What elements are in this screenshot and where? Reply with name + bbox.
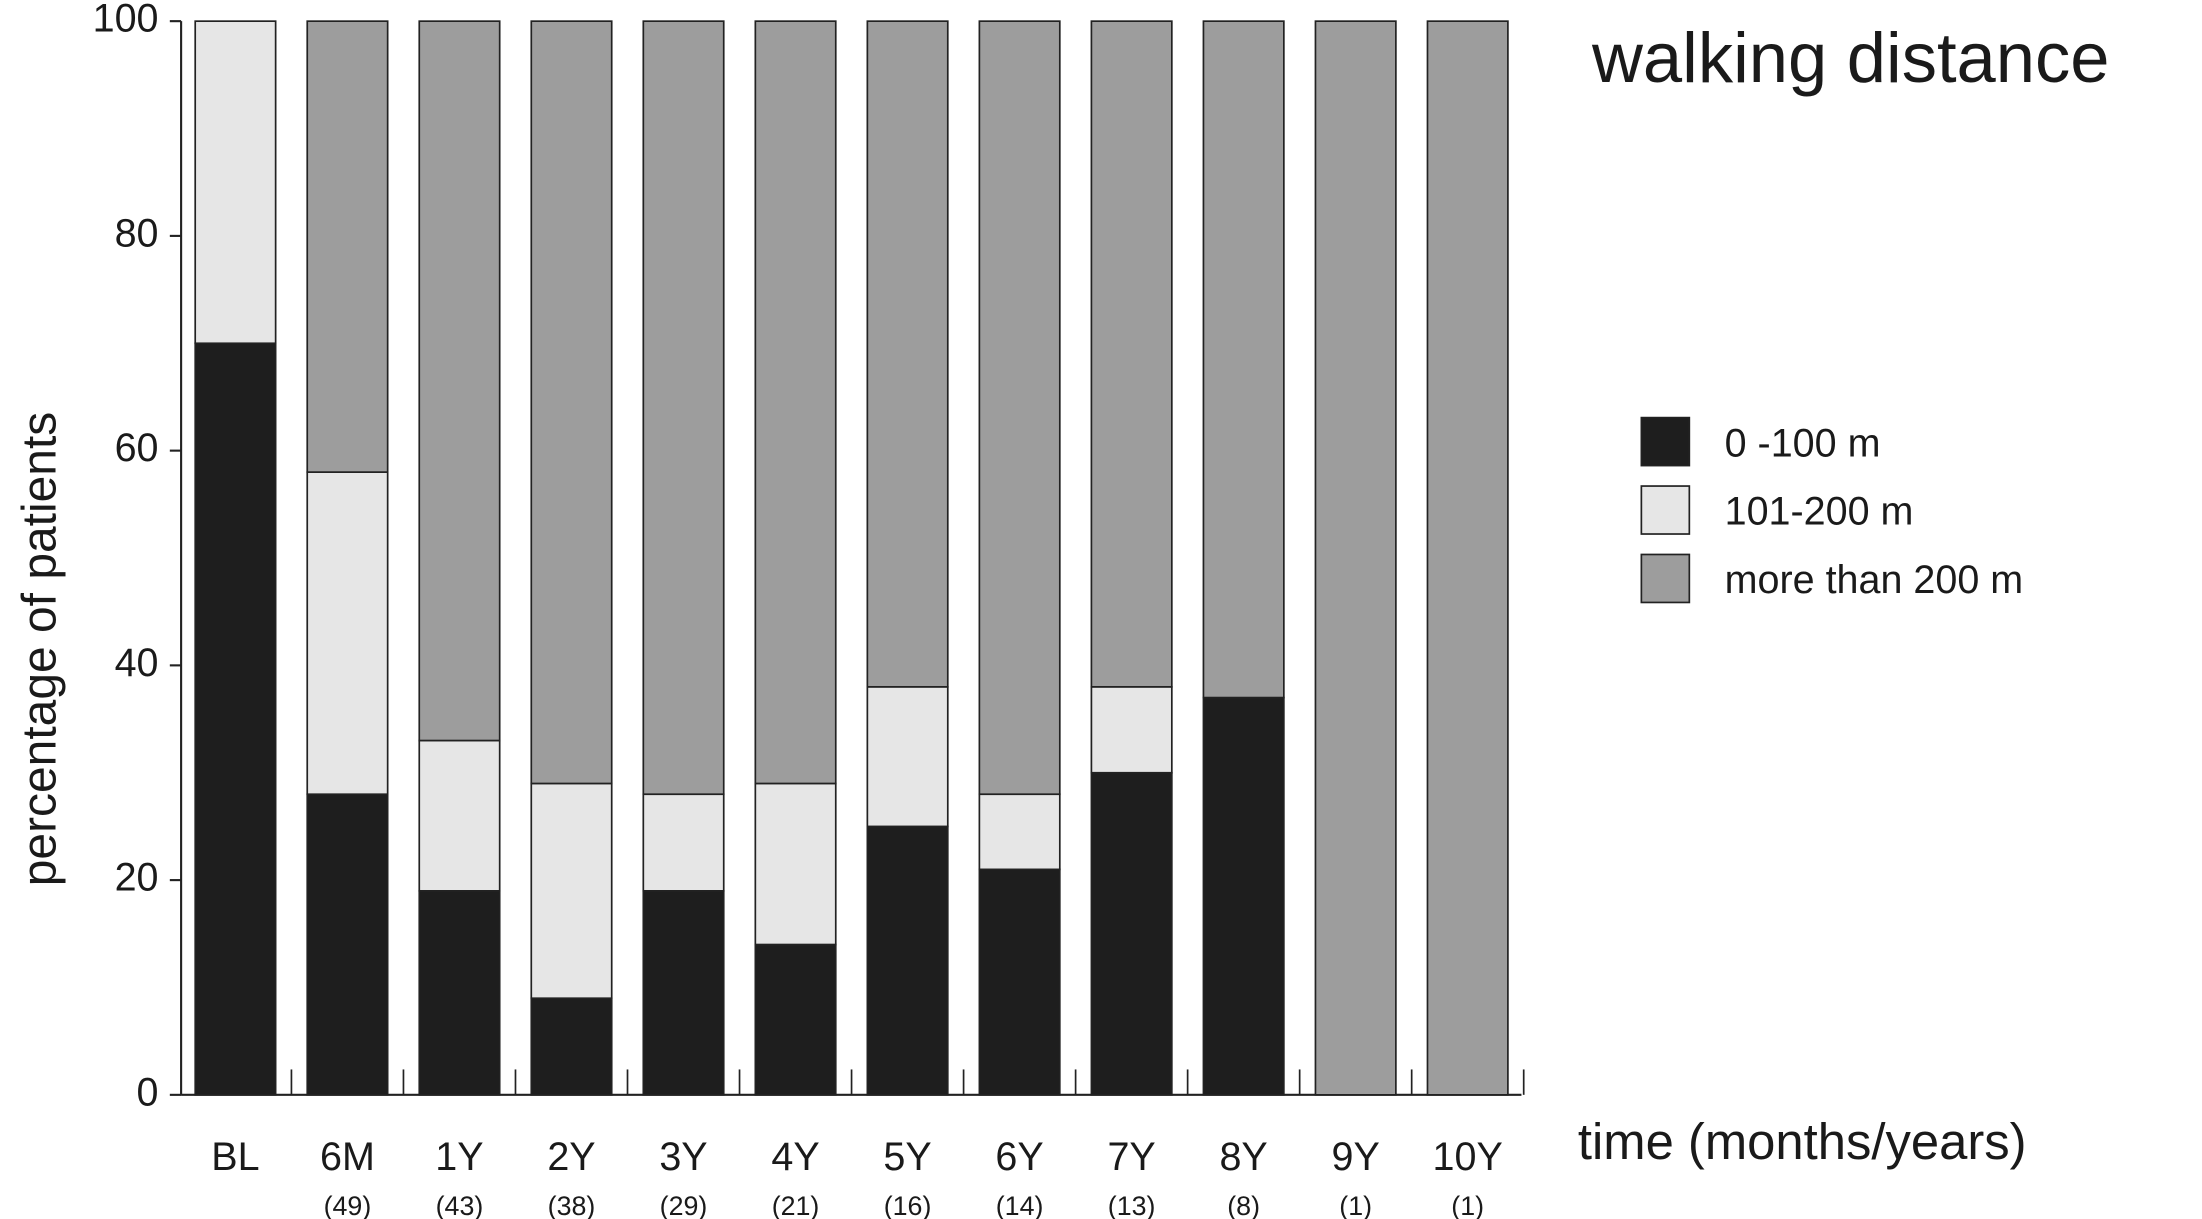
bar-segment bbox=[418, 739, 501, 892]
bar-segment bbox=[642, 793, 725, 892]
bar-segment bbox=[1314, 20, 1397, 1096]
sample-size-label: (49) bbox=[324, 1191, 372, 1219]
legend-label: 101-200 m bbox=[1725, 490, 1914, 534]
bar-segment bbox=[1090, 771, 1173, 1096]
y-tick-label: 20 bbox=[115, 856, 159, 900]
bar-segment bbox=[978, 20, 1061, 796]
x-tick-label: 6Y bbox=[995, 1135, 1043, 1179]
bar-segment bbox=[642, 20, 725, 796]
legend-swatch bbox=[1640, 485, 1691, 535]
sample-size-label: (29) bbox=[660, 1191, 708, 1219]
bar-segment bbox=[530, 997, 613, 1096]
sample-size-label: (1) bbox=[1451, 1191, 1484, 1219]
bar-segment bbox=[194, 342, 277, 1096]
x-tick-label: 5Y bbox=[883, 1135, 931, 1179]
x-tick-label: 3Y bbox=[659, 1135, 707, 1179]
sample-size-label: (13) bbox=[1108, 1191, 1156, 1219]
sample-size-label: (43) bbox=[436, 1191, 484, 1219]
y-tick-label: 40 bbox=[115, 641, 159, 685]
bar-segment bbox=[978, 793, 1061, 871]
bar-segment bbox=[530, 782, 613, 1000]
bar-segment bbox=[866, 20, 949, 688]
bar-segment bbox=[194, 20, 277, 345]
legend-label: more than 200 m bbox=[1725, 558, 2024, 602]
bar-segment bbox=[1090, 20, 1173, 688]
sample-size-label: (8) bbox=[1227, 1191, 1260, 1219]
x-tick-label: 2Y bbox=[547, 1135, 595, 1179]
sample-size-label: (14) bbox=[996, 1191, 1044, 1219]
bar-segment bbox=[1090, 685, 1173, 774]
bar-segment bbox=[1202, 20, 1285, 699]
legend-swatch bbox=[1640, 416, 1691, 467]
bar-segment bbox=[306, 471, 389, 796]
x-tick-label: 8Y bbox=[1219, 1135, 1267, 1179]
bar-segment bbox=[1202, 696, 1285, 1096]
x-tick-label: BL bbox=[211, 1135, 259, 1179]
sample-size-label: (16) bbox=[884, 1191, 932, 1219]
bar-segment bbox=[866, 825, 949, 1096]
y-tick-label: 80 bbox=[115, 211, 159, 255]
bar-segment bbox=[306, 793, 389, 1096]
chart-title: walking distance bbox=[1591, 18, 2110, 97]
bar-segment bbox=[306, 20, 389, 473]
y-axis-label: percentage of patients bbox=[14, 412, 67, 887]
x-tick-label: 7Y bbox=[1107, 1135, 1155, 1179]
bar-segment bbox=[754, 943, 837, 1096]
sample-size-label: (38) bbox=[548, 1191, 596, 1219]
bar-segment bbox=[418, 889, 501, 1096]
x-tick-label: 1Y bbox=[435, 1135, 483, 1179]
bar-segment bbox=[978, 868, 1061, 1096]
bar-segment bbox=[1426, 20, 1509, 1096]
bar-segment bbox=[866, 685, 949, 828]
x-tick-label: 10Y bbox=[1433, 1135, 1503, 1179]
bar-segment bbox=[642, 889, 725, 1096]
legend-swatch bbox=[1640, 553, 1691, 604]
bar-segment bbox=[418, 20, 501, 742]
y-tick-label: 100 bbox=[93, 0, 159, 41]
sample-size-label: (1) bbox=[1339, 1191, 1372, 1219]
legend-label: 0 -100 m bbox=[1725, 421, 1881, 465]
x-tick-label: 9Y bbox=[1331, 1135, 1379, 1179]
sample-size-label: (21) bbox=[772, 1191, 820, 1219]
bar-segment bbox=[754, 20, 837, 785]
x-axis-label: time (months/years) bbox=[1578, 1113, 2027, 1170]
y-tick-label: 60 bbox=[115, 426, 159, 470]
bar-segment bbox=[530, 20, 613, 785]
bar-segment bbox=[754, 782, 837, 946]
x-tick-label: 4Y bbox=[771, 1135, 819, 1179]
y-tick-label: 0 bbox=[137, 1070, 159, 1114]
x-tick-label: 6M bbox=[320, 1135, 375, 1179]
